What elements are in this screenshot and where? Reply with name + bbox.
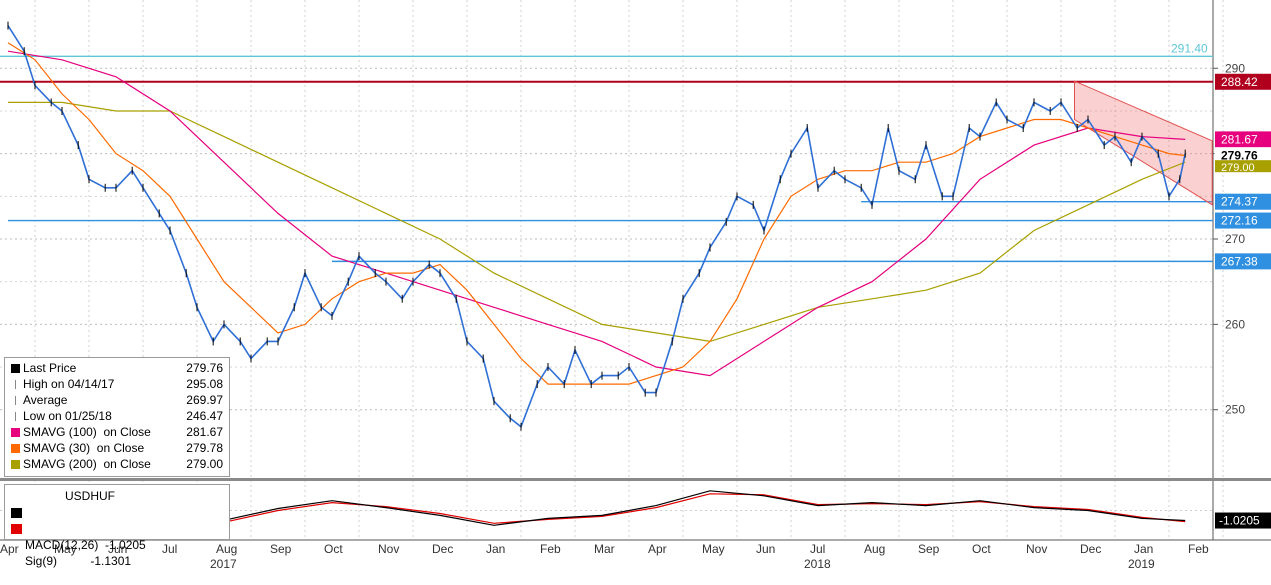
- x-tick-label: Aug: [864, 542, 885, 556]
- square-icon: [11, 524, 22, 534]
- x-tick-label: May: [702, 542, 725, 556]
- x-tick-label: Apr: [648, 542, 667, 556]
- x-tick-label: Jun: [756, 542, 775, 556]
- macd-legend-row: MACD(12,26) -1.0205: [5, 505, 146, 552]
- value-tag: [1215, 212, 1271, 229]
- year-label: 2017: [210, 557, 237, 571]
- value-tag-label: 281.67: [1221, 132, 1258, 146]
- legend-value: 295.08: [186, 377, 223, 391]
- x-tick-label: Feb: [540, 542, 561, 556]
- square-icon: [11, 508, 22, 518]
- trend-channel: [1074, 80, 1213, 206]
- legend-label: Average: [23, 393, 68, 407]
- legend-label: Last Price: [23, 361, 77, 375]
- y-tick-label: 250: [1225, 403, 1245, 417]
- x-tick-label: Sep: [270, 542, 292, 556]
- x-tick-label: Nov: [1026, 542, 1047, 556]
- y-tick-label: 270: [1225, 232, 1245, 246]
- series-line: [7, 42, 1186, 385]
- legend-value: 279.76: [186, 361, 223, 375]
- macd-legend-label: Sig(9) -1.1301: [25, 554, 132, 568]
- x-tick-label: Oct: [972, 542, 991, 556]
- value-tag: [1215, 193, 1271, 210]
- average-marker-icon: [15, 396, 21, 405]
- series-line: [7, 50, 1186, 377]
- x-tick-label: Feb: [1188, 542, 1209, 556]
- legend-label: SMAVG (30) on Close: [23, 441, 145, 455]
- value-tag-label: 279.00: [1221, 162, 1255, 174]
- x-tick-label: Jul: [810, 542, 825, 556]
- macd-legend-row: Sig(9) -1.1301: [5, 521, 131, 568]
- legend-row: Last Price 279.76: [5, 360, 229, 376]
- reference-label: 291.40: [1171, 41, 1208, 55]
- price-legend: Last Price 279.76 High on 04/14/17 295.08 Av…: [4, 357, 230, 477]
- legend-value: 281.67: [186, 425, 223, 439]
- macd-value-label: -1.0205: [1219, 514, 1260, 528]
- legend-row: Low on 01/25/18 246.47: [5, 408, 229, 424]
- x-tick-label: Sep: [918, 542, 940, 556]
- value-tag-label: 267.38: [1221, 254, 1258, 268]
- x-tick-label: May: [54, 542, 77, 556]
- y-tick-label: 260: [1225, 317, 1245, 331]
- x-tick-label: Dec: [1080, 542, 1101, 556]
- value-tag-label: 272.16: [1221, 214, 1258, 228]
- value-tag: [1215, 73, 1271, 90]
- year-label: 2018: [804, 557, 831, 571]
- square-icon: [11, 444, 20, 453]
- x-tick-label: Jun: [108, 542, 127, 556]
- value-tag: [1215, 160, 1271, 173]
- year-label: 2019: [1128, 557, 1155, 571]
- value-tag: [1215, 253, 1271, 270]
- square-icon: [11, 428, 20, 437]
- x-tick-label: Jan: [1134, 542, 1153, 556]
- legend-row: SMAVG (100) on Close 281.67: [5, 424, 229, 440]
- square-icon: [11, 364, 20, 373]
- legend-row: Average 269.97: [5, 392, 229, 408]
- x-tick-label: Jul: [162, 542, 177, 556]
- y-tick-label: 290: [1225, 61, 1245, 75]
- macd-legend: USDHUF MACD(12,26) -1.0205 Sig(9) -1.130…: [4, 484, 230, 568]
- value-tag-label: 288.42: [1221, 75, 1258, 89]
- x-tick-label: Mar: [594, 542, 615, 556]
- legend-label: Low on 01/25/18: [23, 409, 112, 423]
- macd-legend-label: MACD(12,26) -1.0205: [25, 538, 146, 552]
- legend-value: 279.78: [186, 441, 223, 455]
- macd-value-tag: [1215, 512, 1271, 529]
- legend-row: SMAVG (30) on Close 279.78: [5, 440, 229, 456]
- legend-label: High on 04/14/17: [23, 377, 115, 391]
- legend-row: SMAVG (200) on Close 279.00: [5, 456, 229, 472]
- x-tick-label: Aug: [216, 542, 237, 556]
- legend-label: SMAVG (200) on Close: [23, 457, 151, 471]
- legend-label: SMAVG (100) on Close: [23, 425, 151, 439]
- value-tag-label: 279.76: [1221, 149, 1258, 163]
- legend-value: 279.00: [186, 457, 223, 471]
- legend-value: 246.47: [186, 409, 223, 423]
- low-marker-icon: [15, 412, 21, 421]
- x-tick-label: Oct: [324, 542, 343, 556]
- legend-value: 269.97: [186, 393, 223, 407]
- x-tick-label: Nov: [378, 542, 399, 556]
- value-tag-label: 274.37: [1221, 195, 1258, 209]
- value-tag: [1215, 131, 1271, 148]
- panel-separator: [0, 478, 1271, 481]
- x-tick-label: Jan: [486, 542, 505, 556]
- series-line: [8, 101, 1186, 343]
- legend-row: High on 04/14/17 295.08: [5, 376, 229, 392]
- square-icon: [11, 460, 20, 469]
- x-tick-label: Dec: [432, 542, 453, 556]
- x-tick-label: Apr: [0, 542, 19, 556]
- macd-title: USDHUF: [65, 489, 115, 503]
- high-marker-icon: [15, 380, 21, 389]
